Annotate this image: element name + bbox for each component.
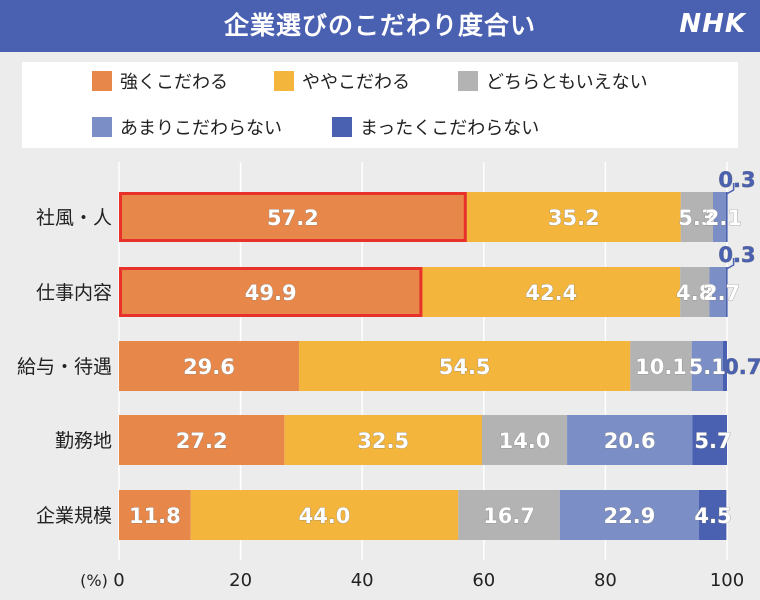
bar-segment	[709, 267, 726, 317]
legend-item-neutral: どちらともいえない	[458, 68, 648, 94]
data-label: 14.0	[499, 429, 551, 453]
bar-segment	[567, 415, 693, 465]
category-label: 企業規模	[36, 505, 112, 527]
highlight-box	[119, 192, 467, 242]
nhk-logo: NHK	[679, 9, 746, 39]
data-label: 2.1	[705, 206, 742, 230]
bar-segment	[458, 490, 560, 540]
data-label: 4.8	[676, 281, 713, 305]
legend-label: あまりこだわらない	[120, 118, 282, 139]
legend-swatch	[274, 71, 294, 91]
bar-segment	[713, 192, 726, 242]
legend-swatch	[92, 71, 112, 91]
x-tick-label: 100	[710, 570, 744, 591]
legend-item-not-much: あまりこだわらない	[92, 114, 282, 140]
bar-segment	[691, 341, 723, 391]
data-label: 27.2	[176, 429, 228, 453]
bar-segment	[298, 341, 631, 391]
data-label: 2.7	[703, 281, 740, 305]
bar-segment	[630, 341, 692, 391]
category-label: 仕事内容	[36, 282, 112, 304]
data-label: 57.2	[267, 206, 319, 230]
data-label: 20.6	[604, 429, 656, 453]
data-label: 4.5	[694, 504, 731, 528]
x-tick-label: 60	[472, 570, 495, 591]
leader-line	[726, 258, 735, 270]
legend-item-strong: 強くこだわる	[92, 68, 228, 94]
bar-segment	[119, 267, 423, 317]
data-label: 5.3	[678, 206, 715, 230]
x-unit-label: (%)	[80, 571, 108, 590]
legend: 強くこだわる ややこだわる どちらともいえない あまりこだわらない まったくこだ…	[22, 62, 738, 148]
x-tick-label: 0	[113, 570, 124, 591]
legend-label: 強くこだわる	[120, 72, 228, 93]
data-label: 11.8	[129, 504, 181, 528]
data-label: 22.9	[604, 504, 656, 528]
data-label: 29.6	[183, 355, 235, 379]
x-tick-label: 80	[594, 570, 617, 591]
bar-segment	[119, 341, 299, 391]
bar-segment	[680, 192, 714, 242]
category-label: 社風・人	[36, 207, 112, 229]
bar-segment	[680, 267, 710, 317]
legend-item-somewhat: ややこだわる	[274, 68, 410, 94]
data-label: 0.7	[724, 355, 760, 379]
highlight-box	[119, 267, 423, 317]
bar-segment	[190, 490, 459, 540]
data-label: 10.1	[635, 355, 687, 379]
data-label: 42.4	[525, 281, 577, 305]
data-label: 49.9	[245, 281, 297, 305]
bar-segment	[481, 415, 568, 465]
data-label: 16.7	[483, 504, 535, 528]
data-label: 5.7	[694, 429, 731, 453]
data-label: 0.3	[718, 243, 755, 267]
x-tick-label: 20	[229, 570, 252, 591]
bar-segment	[722, 341, 727, 391]
legend-label: ややこだわる	[302, 72, 410, 93]
chart-title: 企業選びのこだわり度合い	[223, 11, 536, 40]
legend-swatch	[92, 117, 112, 137]
legend-label: まったくこだわらない	[360, 118, 540, 139]
legend-swatch	[458, 71, 478, 91]
title-bar: 企業選びのこだわり度合い NHK	[0, 0, 760, 52]
data-label: 5.1	[689, 355, 726, 379]
legend-item-not-at-all: まったくこだわらない	[332, 114, 539, 140]
data-label: 54.5	[439, 355, 491, 379]
category-label: 給与・待遇	[17, 356, 112, 378]
leader-line	[726, 183, 735, 195]
x-tick-label: 40	[351, 570, 374, 591]
bar-segment	[725, 192, 728, 242]
category-label: 勤務地	[55, 430, 112, 452]
bar-segment	[466, 192, 681, 242]
bar-segment	[119, 415, 285, 465]
data-label: 44.0	[299, 504, 351, 528]
bar-segment	[284, 415, 482, 465]
bar-segment	[725, 267, 728, 317]
bar-segment	[692, 415, 727, 465]
bar-segment	[559, 490, 700, 540]
data-label: 0.3	[718, 168, 755, 192]
data-label: 32.5	[357, 429, 409, 453]
bar-segment	[119, 490, 191, 540]
legend-swatch	[332, 117, 352, 137]
bar-segment	[422, 267, 681, 317]
bar-segment	[699, 490, 727, 540]
data-label: 35.2	[548, 206, 600, 230]
bar-segment	[119, 192, 467, 242]
legend-label: どちらともいえない	[486, 72, 648, 93]
